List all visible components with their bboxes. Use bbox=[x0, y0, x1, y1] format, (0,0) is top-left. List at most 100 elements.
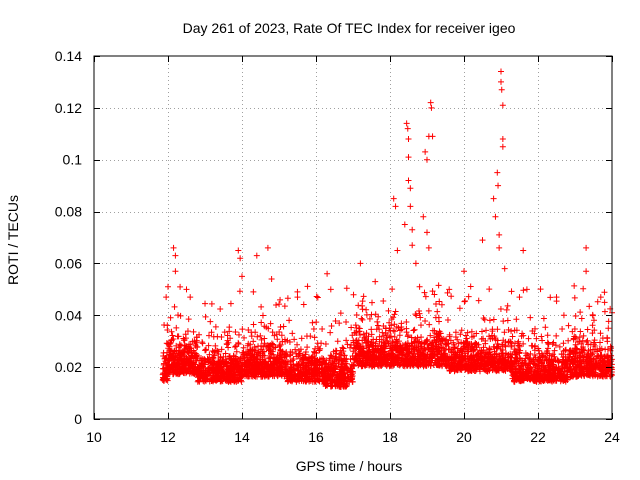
data-point bbox=[570, 335, 577, 342]
data-point bbox=[589, 311, 596, 318]
data-point bbox=[302, 349, 309, 356]
data-point bbox=[481, 361, 488, 368]
data-point bbox=[328, 378, 335, 385]
data-point bbox=[248, 354, 255, 361]
data-point bbox=[591, 327, 598, 334]
data-point bbox=[391, 333, 398, 340]
data-point bbox=[186, 341, 193, 348]
data-point bbox=[248, 371, 255, 378]
data-point bbox=[336, 320, 343, 327]
data-point bbox=[405, 135, 412, 142]
data-point bbox=[520, 287, 527, 294]
data-point bbox=[552, 342, 559, 349]
data-point bbox=[461, 298, 468, 305]
x-tick-label: 16 bbox=[308, 429, 324, 445]
data-point bbox=[559, 356, 566, 363]
data-point bbox=[322, 341, 329, 348]
data-point bbox=[324, 366, 331, 373]
data-point bbox=[367, 350, 374, 357]
data-point bbox=[339, 376, 346, 383]
data-point bbox=[222, 350, 229, 357]
data-point bbox=[572, 349, 579, 356]
data-point bbox=[422, 148, 429, 155]
data-point bbox=[441, 346, 448, 353]
data-point bbox=[274, 336, 281, 343]
data-point bbox=[347, 376, 354, 383]
data-point bbox=[550, 339, 557, 346]
data-point bbox=[390, 195, 397, 202]
data-point bbox=[237, 255, 244, 262]
data-point bbox=[286, 317, 293, 324]
data-point bbox=[542, 324, 549, 331]
data-point bbox=[334, 338, 341, 345]
data-point bbox=[452, 333, 459, 340]
data-point bbox=[232, 343, 239, 350]
data-point bbox=[235, 339, 242, 346]
data-point bbox=[325, 361, 332, 368]
data-point bbox=[477, 350, 484, 357]
data-point bbox=[422, 355, 429, 362]
data-point bbox=[392, 308, 399, 315]
data-point bbox=[427, 332, 434, 339]
data-point bbox=[467, 283, 474, 290]
data-point bbox=[412, 260, 419, 267]
data-point bbox=[460, 339, 467, 346]
y-tick-label: 0.12 bbox=[55, 100, 82, 116]
data-point bbox=[254, 333, 261, 340]
data-point bbox=[416, 338, 423, 345]
data-point bbox=[173, 342, 180, 349]
data-point bbox=[296, 378, 303, 385]
data-point bbox=[574, 354, 581, 361]
data-point bbox=[468, 346, 475, 353]
data-point bbox=[192, 342, 199, 349]
data-point bbox=[485, 357, 492, 364]
data-point bbox=[398, 349, 405, 356]
data-point bbox=[571, 325, 578, 332]
data-point bbox=[417, 357, 424, 364]
data-point bbox=[238, 378, 245, 385]
data-point bbox=[429, 288, 436, 295]
data-point bbox=[435, 282, 442, 289]
data-point bbox=[481, 316, 488, 323]
data-point bbox=[418, 339, 425, 346]
data-point bbox=[387, 347, 394, 354]
data-point bbox=[396, 338, 403, 345]
data-point bbox=[501, 364, 508, 371]
data-point bbox=[302, 369, 309, 376]
data-point bbox=[581, 350, 588, 357]
data-point bbox=[208, 300, 215, 307]
data-point bbox=[361, 337, 368, 344]
data-point bbox=[199, 340, 206, 347]
data-point bbox=[502, 338, 509, 345]
data-point bbox=[253, 252, 260, 259]
data-point bbox=[537, 369, 544, 376]
data-point bbox=[233, 374, 240, 381]
data-point bbox=[519, 366, 526, 373]
data-point bbox=[378, 358, 385, 365]
data-point bbox=[457, 331, 464, 338]
data-point bbox=[425, 307, 432, 314]
data-point bbox=[217, 359, 224, 366]
data-point bbox=[375, 313, 382, 320]
data-point bbox=[243, 349, 250, 356]
data-point bbox=[541, 357, 548, 364]
data-point bbox=[549, 361, 556, 368]
data-point bbox=[379, 329, 386, 336]
data-point bbox=[363, 355, 370, 362]
data-point bbox=[504, 317, 511, 324]
data-point bbox=[194, 354, 201, 361]
data-point bbox=[273, 331, 280, 338]
data-point bbox=[250, 338, 257, 345]
data-point bbox=[374, 322, 381, 329]
data-point bbox=[209, 354, 216, 361]
data-point bbox=[357, 358, 364, 365]
data-point bbox=[607, 343, 614, 350]
data-point bbox=[340, 345, 347, 352]
x-tick-label: 12 bbox=[160, 429, 176, 445]
data-point bbox=[165, 345, 172, 352]
data-point bbox=[605, 318, 612, 325]
data-point bbox=[287, 351, 294, 358]
data-point bbox=[232, 377, 239, 384]
data-point bbox=[259, 312, 266, 319]
data-point bbox=[422, 339, 429, 346]
